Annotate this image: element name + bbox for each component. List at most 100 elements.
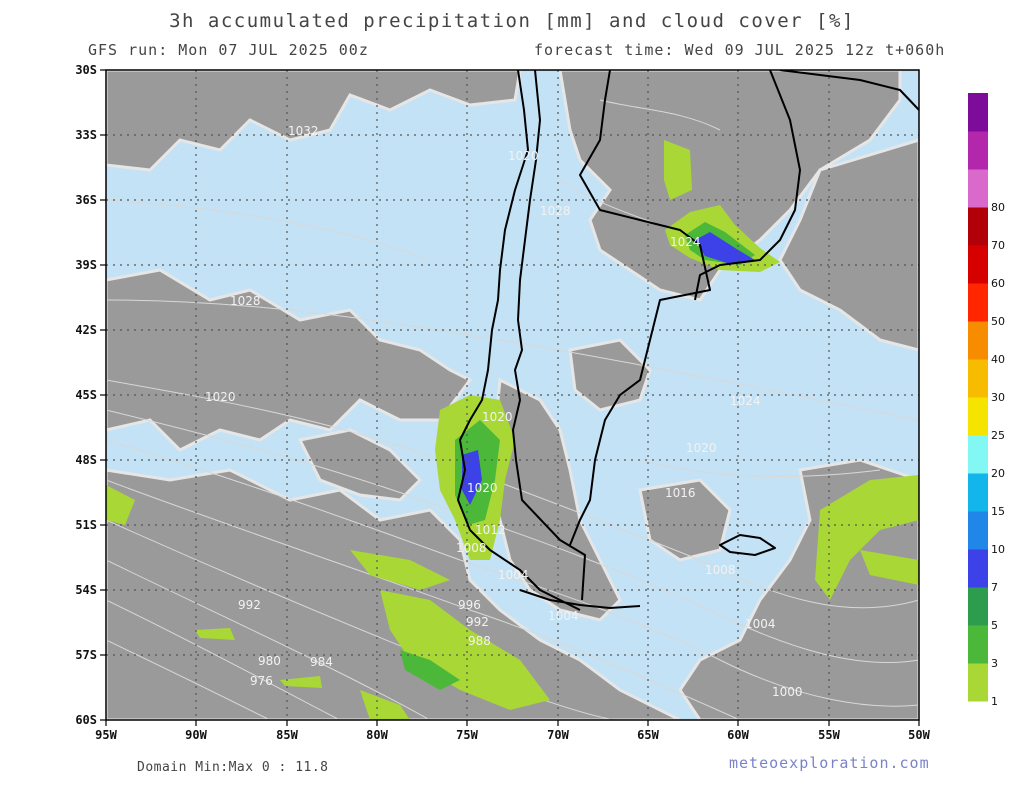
legend-label: 10 [991, 543, 1005, 556]
isobar-label: 996 [458, 598, 481, 612]
isobar-label: 1008 [705, 563, 736, 577]
lon-tick-label: 65W [637, 728, 659, 742]
isobar-label: 980 [258, 654, 281, 668]
coast-falklands [719, 534, 776, 556]
legend-swatch [968, 131, 988, 170]
legend-swatch [968, 169, 988, 208]
legend-swatch [968, 549, 988, 588]
isobar-label: 1024 [730, 394, 761, 408]
lon-tick-label: 55W [818, 728, 840, 742]
precip-pacific-south [350, 550, 450, 590]
coast-uruguay-brazil [694, 70, 801, 301]
isobar-label: 1004 [548, 609, 579, 623]
isobar-label: 1020 [686, 441, 717, 455]
precip-color-legend: 1 3 5 7 10 15 20 25 30 40 50 60 70 80 [968, 93, 1005, 708]
lon-tick-label: 95W [95, 728, 117, 742]
legend-label: 50 [991, 315, 1005, 328]
lat-tick-label: 45S [75, 388, 97, 402]
lat-tick-label: 60S [75, 713, 97, 727]
domain-min-max: Domain Min:Max 0 : 11.8 [137, 760, 329, 775]
precip-argentina-north [664, 140, 692, 200]
lat-tick-label: 57S [75, 648, 97, 662]
coast-andes-border [512, 70, 586, 601]
precip-drake-1 [380, 590, 550, 710]
legend-label: 20 [991, 467, 1005, 480]
legend-swatch [968, 397, 988, 436]
precip-atlantic-east-2 [860, 550, 919, 585]
cloud-argentina-north [558, 70, 902, 302]
isobar-label: 1004 [745, 617, 776, 631]
forecast-time-label: forecast time: Wed 09 JUL 2025 12z t+060… [534, 41, 946, 59]
latitude-labels: 30S 33S 36S 39S 42S 45S 48S 51S 54S 57S … [75, 63, 97, 727]
lon-tick-label: 75W [456, 728, 478, 742]
precip-atlantic-east [815, 475, 919, 600]
coast-brazil-east [779, 70, 919, 111]
isobar-label: 1032 [288, 124, 319, 138]
lat-tick-label: 51S [75, 518, 97, 532]
lat-tick-label: 30S [75, 63, 97, 77]
legend-swatch [968, 473, 988, 512]
legend-label: 40 [991, 353, 1005, 366]
isobar-label: 976 [250, 674, 273, 688]
legend-swatch [968, 625, 988, 664]
precipitation-layer [106, 140, 919, 720]
legend-label: 5 [991, 619, 998, 632]
lon-tick-label: 80W [366, 728, 388, 742]
coastlines [457, 70, 919, 611]
longitude-labels: 95W 90W 85W 80W 75W 70W 65W 60W 55W 50W [95, 728, 930, 742]
lon-tick-label: 90W [185, 728, 207, 742]
isobar-label: 1016 [665, 486, 696, 500]
isobar-label: 1020 [467, 481, 498, 495]
map-title: 3h accumulated precipitation [mm] and cl… [169, 10, 855, 32]
lat-tick-label: 39S [75, 258, 97, 272]
isobar-label: 1020 [205, 390, 236, 404]
gfs-run-label: GFS run: Mon 07 JUL 2025 00z [88, 41, 369, 59]
legend-swatch [968, 283, 988, 322]
legend-label: 3 [991, 657, 998, 670]
legend-swatch [968, 359, 988, 398]
legend-swatch [968, 245, 988, 284]
legend-label: 30 [991, 391, 1005, 404]
legend-swatch [968, 663, 988, 702]
isobar-label: 1028 [230, 294, 261, 308]
precip-pacific-small [195, 628, 235, 640]
lat-tick-label: 48S [75, 453, 97, 467]
precip-drake-2 [400, 650, 460, 690]
lat-tick-label: 54S [75, 583, 97, 597]
legend-label: 70 [991, 239, 1005, 252]
legend-label: 1 [991, 695, 998, 708]
legend-swatch [968, 511, 988, 550]
lat-tick-label: 33S [75, 128, 97, 142]
isobar-lines [106, 99, 919, 720]
precip-pacific-west [106, 485, 135, 525]
legend-swatch [968, 321, 988, 360]
cloud-north-pacific [106, 70, 522, 172]
coast-tierra-del-fuego [519, 589, 641, 609]
precip-buenos-aires-heavy [695, 232, 755, 264]
brand-link[interactable]: meteoexploration.com [729, 754, 930, 772]
map-area: 1032 1028 1020 1024 1028 1020 1020 1020 … [106, 70, 919, 720]
legend-label: 25 [991, 429, 1005, 442]
legend-swatch [968, 207, 988, 246]
lon-tick-label: 85W [276, 728, 298, 742]
legend-label: 7 [991, 581, 998, 594]
coast-argentina-atlantic [569, 70, 711, 546]
legend-label: 15 [991, 505, 1005, 518]
axis-tick-marks [100, 69, 920, 726]
isobar-label: 984 [310, 655, 333, 669]
isobar-label: 992 [466, 615, 489, 629]
lat-tick-label: 36S [75, 193, 97, 207]
isobar-label: 992 [238, 598, 261, 612]
legend-swatch [968, 435, 988, 474]
isobar-labels: 1032 1028 1020 1024 1028 1020 1020 1020 … [205, 124, 803, 699]
isobar-label: 1028 [540, 204, 571, 218]
legend-label: 80 [991, 201, 1005, 214]
precip-south-west [360, 690, 410, 720]
isobar-label: 988 [468, 634, 491, 648]
isobar-label: 1020 [508, 149, 539, 163]
legend-swatch [968, 93, 988, 132]
isobar-label: 1008 [456, 541, 487, 555]
lon-tick-label: 50W [908, 728, 930, 742]
isobar-label: 1000 [772, 685, 803, 699]
